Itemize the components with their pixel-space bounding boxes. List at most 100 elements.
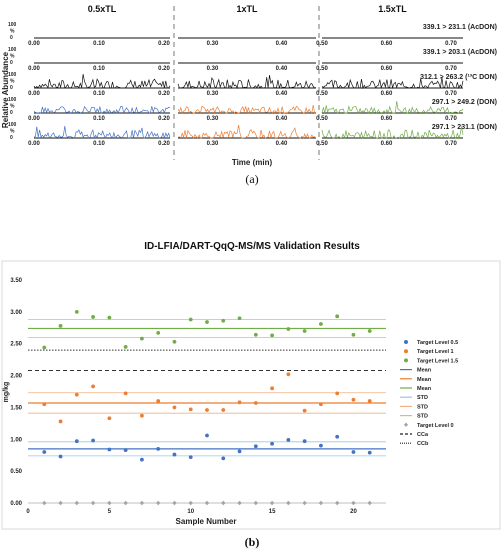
data-point-level-0 [91,501,96,506]
y-tick-label: 3.00 [10,310,22,316]
data-point [124,392,128,396]
legend-label: Mean [417,377,432,383]
data-point [42,450,46,454]
data-point [173,340,177,344]
legend-label: STD [417,404,428,410]
data-point [352,450,356,454]
time-tick-label: 0.60 [381,41,393,47]
time-tick-label: 0.40 [276,141,288,147]
legend-label: STD [417,414,428,420]
data-point-level-0 [156,501,161,506]
y-tick-label: 0 [10,85,13,91]
time-tick-label: 0.30 [207,66,219,72]
y-tick-label: 3.50 [10,278,22,284]
data-point [140,337,144,341]
y-tick-label: 0 [10,135,13,141]
legend-label: Target Level 1.5 [417,358,458,364]
time-tick-label: 0.20 [158,91,170,97]
segment-label: 1.5xTL [378,4,407,14]
trace-line [178,105,316,113]
data-point [352,398,356,402]
legend-label: Mean [417,386,432,392]
data-point [173,406,177,410]
time-tick-label: 0.70 [445,41,457,47]
time-tick-label: 0.40 [276,116,288,122]
data-point [189,407,193,411]
time-tick-label: 0.40 [276,91,288,97]
data-point-level-0 [254,501,259,506]
data-point-level-0 [367,501,372,506]
x-tick-label: 20 [350,509,357,515]
data-point [42,402,46,406]
data-point [173,453,177,457]
figure-caption: (a) [245,172,258,186]
x-tick-label: 0 [26,509,30,515]
data-point [42,346,46,350]
time-tick-label: 0.50 [316,91,328,97]
y-tick-label: % [10,29,15,35]
legend-marker [404,358,408,362]
data-point [59,420,63,424]
y-axis-label: mg/kg [3,382,10,403]
time-tick-label: 0.10 [93,116,105,122]
y-tick-label: 0 [10,110,13,116]
time-tick-label: 0.00 [28,91,40,97]
legend-label: CCb [417,441,429,447]
time-tick-label: 0.10 [93,91,105,97]
y-axis-label: Relative Abundance [1,51,10,128]
y-tick-label: % [10,129,15,135]
time-tick-label: 0.10 [93,41,105,47]
data-point [319,322,323,326]
data-point [303,409,307,413]
x-axis-label: Time (min) [232,158,273,167]
data-point [335,314,339,318]
legend-label: Mean [417,368,432,374]
data-point [107,448,111,452]
y-tick-label: % [10,54,15,60]
data-point-level-0 [42,501,47,506]
data-point-level-0 [205,501,210,506]
x-tick-label: 15 [269,509,276,515]
data-point-level-0 [335,501,340,506]
data-point [124,448,128,452]
time-tick-label: 0.70 [445,116,457,122]
data-point [286,327,290,331]
legend-label: Target Level 1 [417,349,454,355]
legend-marker [404,423,408,427]
trace-line [34,106,170,113]
trace-line [322,77,463,88]
data-point [352,333,356,337]
data-point-level-0 [351,501,356,506]
trace-line [34,126,170,138]
time-tick-label: 0.50 [316,116,328,122]
y-tick-label: 0 [10,35,13,41]
trace-label: 339.1 > 203.1 (AcDON) [423,49,497,56]
data-point-level-0 [58,501,63,506]
time-tick-label: 0.30 [207,41,219,47]
y-tick-label: 0 [10,60,13,66]
data-point [254,401,258,405]
data-point-level-0 [270,501,275,506]
data-point-level-0 [123,501,128,506]
time-tick-label: 0.50 [316,66,328,72]
time-tick-label: 0.50 [316,141,328,147]
y-tick-label: % [10,79,15,85]
y-tick-label: 2.50 [10,342,22,348]
data-point-level-0 [107,501,112,506]
data-point [156,447,160,451]
data-point [140,414,144,418]
figure-caption: (b) [245,535,260,549]
data-point-level-0 [172,501,177,506]
legend-label: Target Level 0.5 [417,340,458,346]
time-tick-label: 0.10 [93,66,105,72]
time-tick-label: 0.40 [276,41,288,47]
data-point [238,316,242,320]
data-point [124,345,128,349]
data-point [189,318,193,322]
y-tick-label: 2.00 [10,374,22,380]
time-tick-label: 0.30 [207,141,219,147]
data-point [368,399,372,403]
data-point-level-0 [237,501,242,506]
time-tick-label: 0.60 [381,116,393,122]
